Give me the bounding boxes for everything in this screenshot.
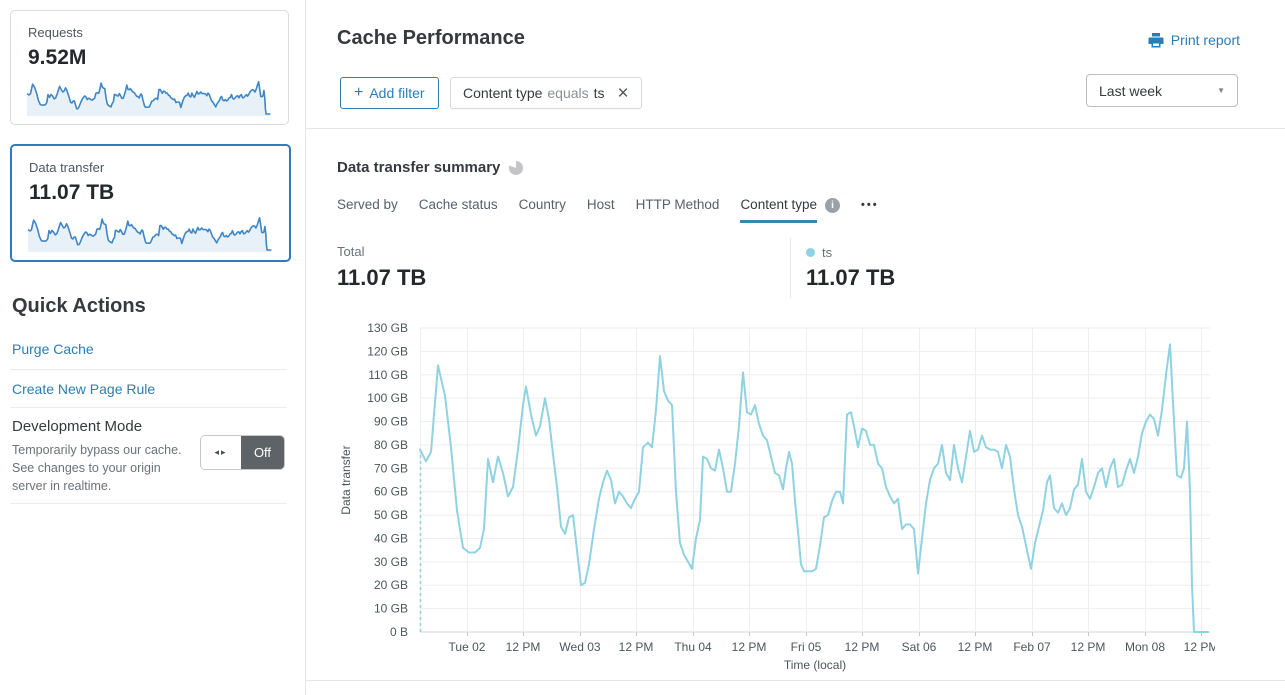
series-legend[interactable]: ts bbox=[806, 245, 832, 260]
chart-y-axis-title: Data transfer bbox=[339, 445, 353, 514]
svg-text:10 GB: 10 GB bbox=[374, 602, 408, 616]
svg-text:30 GB: 30 GB bbox=[374, 555, 408, 569]
total-label: Total bbox=[337, 244, 365, 259]
page-title: Cache Performance bbox=[337, 27, 525, 49]
remove-filter-icon[interactable]: × bbox=[617, 82, 629, 104]
data-transfer-sparkline-chart bbox=[27, 217, 272, 252]
data-transfer-card-value: 11.07 TB bbox=[29, 181, 115, 204]
svg-text:Thu 04: Thu 04 bbox=[674, 640, 712, 654]
svg-text:90 GB: 90 GB bbox=[374, 415, 408, 429]
summary-title: Data transfer summary bbox=[337, 159, 524, 176]
bottom-divider bbox=[306, 680, 1285, 681]
sparkline-line bbox=[26, 81, 271, 115]
svg-text:Tue 02: Tue 02 bbox=[449, 640, 486, 654]
sidebar-divider bbox=[10, 503, 287, 504]
chart-y-axis-labels: 0 B 10 GB 20 GB 30 GB 40 GB 50 GB 60 GB 70 GB 80… bbox=[367, 321, 408, 639]
sidebar-divider bbox=[10, 407, 287, 408]
filter-value: ts bbox=[593, 85, 605, 101]
more-tabs-button[interactable]: ••• bbox=[861, 199, 879, 211]
dimension-tabs: Served by Cache status Country Host HTTP… bbox=[337, 197, 879, 223]
svg-text:12 PM: 12 PM bbox=[958, 640, 993, 654]
sidebar-main-divider bbox=[305, 0, 306, 695]
sparkline-fill bbox=[28, 217, 272, 252]
development-mode-toggle[interactable]: ◂▸ Off bbox=[200, 435, 285, 470]
add-filter-button[interactable]: + Add filter bbox=[340, 77, 439, 109]
plus-icon: + bbox=[354, 84, 364, 101]
svg-text:12 PM: 12 PM bbox=[1184, 640, 1215, 654]
tab-country[interactable]: Country bbox=[518, 197, 566, 212]
data-transfer-metric-card[interactable]: Data transfer 11.07 TB bbox=[10, 144, 291, 262]
svg-text:70 GB: 70 GB bbox=[374, 461, 408, 475]
legend-series-name: ts bbox=[822, 245, 833, 260]
svg-text:100 GB: 100 GB bbox=[367, 391, 408, 405]
stats-divider bbox=[790, 238, 791, 298]
pie-chart-icon bbox=[509, 160, 524, 175]
svg-text:Mon 08: Mon 08 bbox=[1125, 640, 1165, 654]
filter-field: Content type bbox=[463, 85, 543, 101]
chart-x-axis-title: Time (local) bbox=[784, 658, 846, 672]
svg-text:40 GB: 40 GB bbox=[374, 531, 408, 545]
tab-served-by[interactable]: Served by bbox=[337, 197, 398, 212]
toggle-arrows-icon: ◂▸ bbox=[201, 436, 241, 469]
legend-series-value: 11.07 TB bbox=[806, 265, 896, 290]
development-mode-description: Temporarily bypass our cache. See change… bbox=[12, 443, 182, 493]
svg-text:110 GB: 110 GB bbox=[368, 368, 408, 382]
info-icon[interactable]: i bbox=[825, 198, 840, 213]
purge-cache-link[interactable]: Purge Cache bbox=[12, 341, 94, 357]
requests-metric-card[interactable]: Requests 9.52M bbox=[10, 10, 289, 125]
toggle-off-label: Off bbox=[241, 436, 284, 469]
development-mode-title: Development Mode bbox=[12, 418, 143, 435]
svg-text:Wed 03: Wed 03 bbox=[559, 640, 600, 654]
chevron-down-icon: ▼ bbox=[1217, 86, 1225, 95]
printer-icon bbox=[1148, 32, 1164, 47]
requests-sparkline-chart bbox=[26, 81, 271, 116]
data-transfer-chart: 0 B 10 GB 20 GB 30 GB 40 GB 50 GB 60 GB 70 GB 80… bbox=[339, 321, 1215, 672]
time-range-select[interactable]: Last week ▼ bbox=[1086, 74, 1238, 107]
create-page-rule-link[interactable]: Create New Page Rule bbox=[12, 381, 156, 397]
print-report-link[interactable]: Print report bbox=[1148, 32, 1240, 48]
time-range-value: Last week bbox=[1099, 82, 1163, 99]
sparkline-line bbox=[27, 217, 272, 251]
summary-title-text: Data transfer summary bbox=[337, 159, 501, 176]
svg-text:12 PM: 12 PM bbox=[845, 640, 880, 654]
svg-text:12 PM: 12 PM bbox=[506, 640, 541, 654]
header-divider bbox=[306, 128, 1285, 129]
chart-gridlines bbox=[420, 327, 1210, 636]
content-type-filter-chip[interactable]: Content type equals ts × bbox=[450, 77, 642, 109]
svg-text:120 GB: 120 GB bbox=[367, 344, 408, 358]
sidebar-divider bbox=[10, 369, 287, 370]
svg-text:Fri 05: Fri 05 bbox=[791, 640, 822, 654]
svg-text:50 GB: 50 GB bbox=[374, 508, 408, 522]
print-report-label: Print report bbox=[1170, 32, 1240, 48]
tab-content-type[interactable]: Content type i bbox=[740, 197, 840, 223]
tab-http-method[interactable]: HTTP Method bbox=[635, 197, 720, 212]
tab-host[interactable]: Host bbox=[586, 197, 615, 212]
svg-text:60 GB: 60 GB bbox=[374, 485, 408, 499]
svg-text:80 GB: 80 GB bbox=[374, 438, 408, 452]
svg-text:20 GB: 20 GB bbox=[374, 578, 408, 592]
svg-text:Feb 07: Feb 07 bbox=[1013, 640, 1051, 654]
svg-text:12 PM: 12 PM bbox=[732, 640, 767, 654]
sparkline-fill bbox=[27, 81, 271, 116]
tab-cache-status[interactable]: Cache status bbox=[418, 197, 498, 212]
svg-text:12 PM: 12 PM bbox=[619, 640, 654, 654]
quick-actions-title: Quick Actions bbox=[12, 295, 146, 317]
data-transfer-card-label: Data transfer bbox=[29, 160, 105, 175]
requests-card-label: Requests bbox=[28, 25, 83, 40]
add-filter-label: Add filter bbox=[369, 85, 425, 101]
svg-text:0 B: 0 B bbox=[390, 625, 408, 639]
svg-text:Sat 06: Sat 06 bbox=[902, 640, 937, 654]
filter-operator: equals bbox=[547, 85, 589, 101]
svg-text:12 PM: 12 PM bbox=[1071, 640, 1106, 654]
legend-dot-icon bbox=[806, 248, 815, 257]
total-value: 11.07 TB bbox=[337, 265, 427, 290]
requests-card-value: 9.52M bbox=[28, 46, 87, 69]
ts-series-line bbox=[419, 343, 1209, 633]
svg-text:130 GB: 130 GB bbox=[367, 321, 408, 335]
chart-x-axis-labels: Tue 02 12 PM Wed 03 12 PM Thu 04 12 PM Fri 05 1… bbox=[449, 640, 1215, 654]
